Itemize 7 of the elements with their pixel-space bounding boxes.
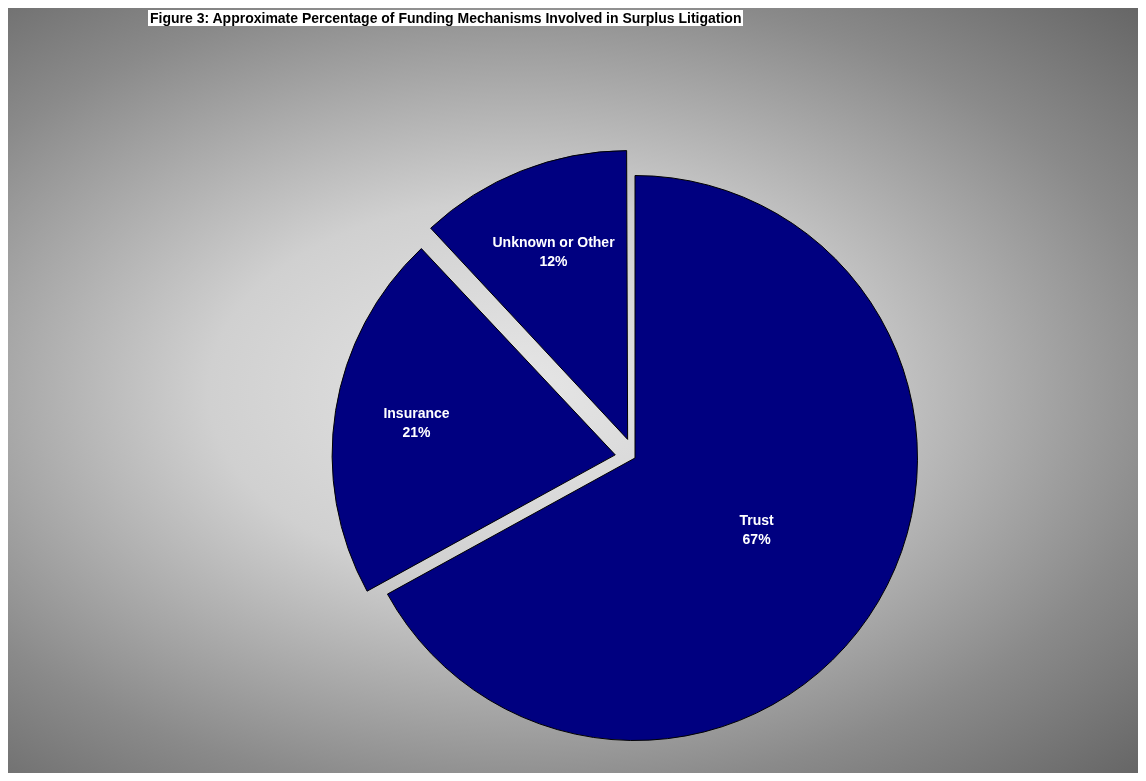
data-label: 21% bbox=[402, 424, 432, 441]
chart-title: Figure 3: Approximate Percentage of Funding Mechanisms Involved in Surplus Litigation bbox=[148, 10, 744, 26]
slice-label: Trust bbox=[739, 511, 775, 528]
data-label: 12% bbox=[539, 253, 569, 270]
slice-label: Insurance bbox=[383, 405, 450, 422]
slice-label: Unknown or Other bbox=[492, 234, 616, 251]
data-label: 67% bbox=[742, 530, 772, 547]
